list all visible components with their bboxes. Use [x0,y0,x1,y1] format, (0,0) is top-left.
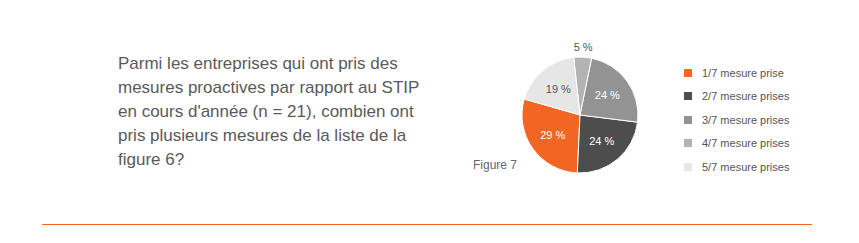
html-text:Figure 7: Figure 7 [473,158,517,172]
svg-text:5 %: 5 % [574,41,593,53]
svg-text:24 %: 24 % [589,135,614,147]
html-text:1/7 mesure prise: 1/7 mesure prise [702,66,784,79]
html-text:2/7 mesure prises: 2/7 mesure prises [702,90,790,103]
html-text:4/7 mesure prises: 4/7 mesure prises [702,137,790,150]
svg-text:19 %: 19 % [546,83,571,95]
svg-text:24 %: 24 % [595,89,620,101]
html-text:5/7 mesure prises: 5/7 mesure prises [702,160,790,173]
html-text:3/7 mesure prises: 3/7 mesure prises [702,113,790,126]
svg-text:29 %: 29 % [540,129,565,141]
html-text:Parmi les entreprises qui ont: Parmi les entreprises qui ont pris des m… [118,54,420,169]
